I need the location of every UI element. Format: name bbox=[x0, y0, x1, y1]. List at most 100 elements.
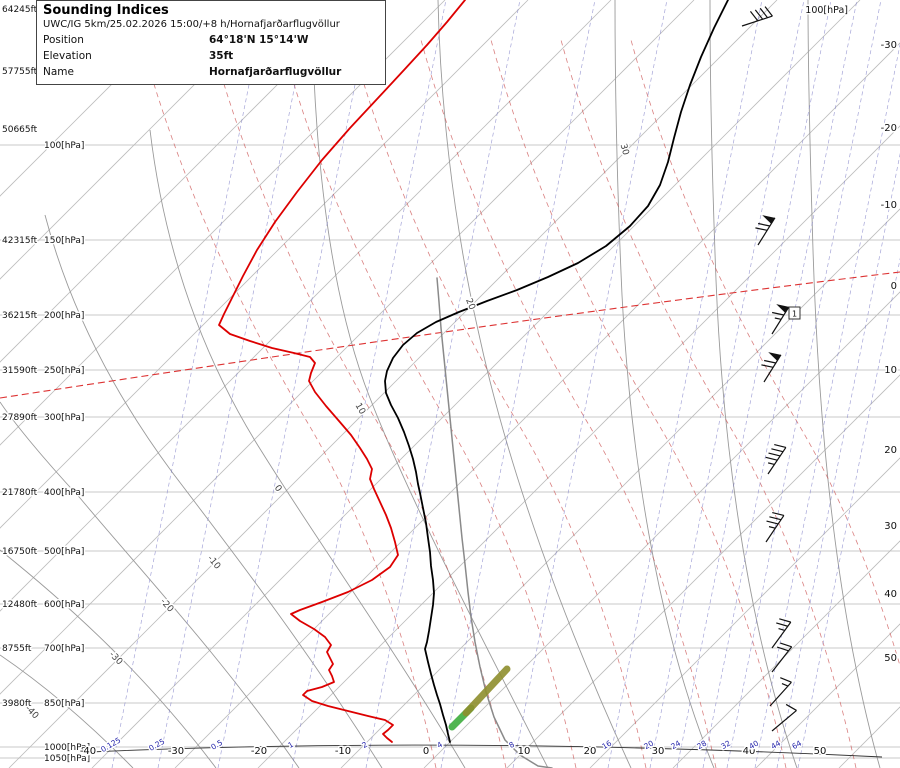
mixing-ratio-line bbox=[440, 0, 596, 768]
pressure-label: 100[hPa] bbox=[44, 141, 84, 151]
mixing-ratio-line bbox=[726, 0, 882, 768]
adiabat-label: -20 bbox=[158, 597, 175, 615]
pressure-label: 300[hPa] bbox=[44, 413, 84, 423]
barb-feather-full bbox=[771, 448, 784, 453]
barb-feather-full bbox=[780, 642, 792, 648]
barb-feather-full bbox=[779, 618, 791, 623]
wind-barb bbox=[765, 511, 785, 543]
barb-pennant bbox=[768, 352, 781, 361]
moist-adiabat-line bbox=[560, 39, 857, 768]
sounding-curves bbox=[218, 0, 729, 768]
pressure-label: 500[hPa] bbox=[44, 547, 84, 557]
isotherm-line bbox=[0, 0, 197, 197]
mixing-ratio-line bbox=[111, 0, 267, 768]
mixing-ratio-line bbox=[754, 43, 900, 768]
barb-feather-full bbox=[766, 520, 779, 525]
altitude-label: 42315ft bbox=[2, 236, 38, 246]
barb-feather-full bbox=[764, 359, 776, 364]
right-temp-label: 40 bbox=[884, 589, 897, 600]
info-row-position: Position 64°18'N 15°14'W bbox=[43, 33, 379, 49]
info-value: 64°18'N 15°14'W bbox=[209, 34, 309, 46]
surface-arc-line bbox=[89, 744, 883, 758]
mixing-ratio-line bbox=[676, 0, 832, 768]
info-label: Name bbox=[43, 65, 74, 78]
wind-barb bbox=[761, 352, 782, 383]
pressure-label: 700[hPa] bbox=[44, 644, 84, 654]
isotherm-line bbox=[91, 0, 861, 768]
bottom-temp-label: 40 bbox=[743, 746, 756, 757]
level-marker-text: 1 bbox=[792, 310, 797, 319]
level-marker-box bbox=[788, 306, 801, 320]
info-value: Hornafjarðarflugvöllur bbox=[209, 65, 342, 78]
bottom-temp-label: 30 bbox=[652, 746, 665, 757]
barb-feather-full bbox=[761, 364, 774, 368]
info-label: Position bbox=[43, 34, 84, 46]
barb-feather-half bbox=[767, 462, 775, 466]
barb-staff bbox=[771, 621, 792, 649]
dry-adiabat-line bbox=[437, 0, 632, 768]
right-temp-label: 30 bbox=[884, 521, 897, 532]
info-value: 35ft bbox=[209, 49, 234, 62]
mixing-ratio-line bbox=[702, 0, 858, 768]
altitude-label: 12480ft bbox=[2, 600, 38, 610]
right-temp-label: -10 bbox=[881, 200, 897, 211]
barb-feather-half bbox=[778, 628, 785, 631]
right-temp-label: 20 bbox=[884, 445, 897, 456]
barb-staff bbox=[765, 515, 785, 543]
info-row-elevation: Elevation 35ft bbox=[43, 49, 379, 65]
pressure-label: 150[hPa] bbox=[44, 236, 84, 246]
altitude-label: 27890ft bbox=[2, 413, 38, 423]
top-pressure-label: 100[hPa] bbox=[805, 5, 848, 16]
altitude-label: 50665ft bbox=[2, 125, 38, 135]
barb-feather-full bbox=[759, 7, 769, 19]
pressure-label: 600[hPa] bbox=[44, 600, 84, 610]
parcel-curve bbox=[436, 277, 553, 768]
axis-labels: 64245ft 57755ft 50665ft 42315ft 36215ft 31590… bbox=[1, 4, 899, 766]
dry-adiabat-lines bbox=[0, 0, 881, 768]
mixing-ratio-label: 44 bbox=[769, 738, 782, 751]
barb-feather-full bbox=[764, 6, 773, 17]
dry-adiabat-line bbox=[149, 129, 466, 768]
moist-adiabat-line bbox=[280, 39, 577, 768]
info-title: Sounding Indices bbox=[43, 3, 169, 18]
moist-adiabat-line bbox=[490, 39, 787, 768]
barb-feather-half bbox=[768, 526, 776, 529]
barb-pennant bbox=[762, 215, 775, 224]
dry-adiabat-line bbox=[0, 401, 300, 768]
barb-feather-full bbox=[780, 677, 792, 683]
mixing-ratio-label: 0.5 bbox=[209, 738, 224, 752]
mixing-ratio-label: 32 bbox=[719, 738, 732, 751]
wind-barb bbox=[741, 6, 773, 27]
altitude-label: 3980ft bbox=[2, 699, 32, 709]
wind-barb bbox=[771, 304, 790, 335]
adiabat-label: 0 bbox=[272, 484, 284, 495]
pressure-label: 200[hPa] bbox=[44, 311, 84, 321]
pressure-label: 250[hPa] bbox=[44, 366, 84, 376]
mixing-ratio-line bbox=[649, 0, 805, 768]
pressure-label: 1000[hPa] bbox=[44, 743, 90, 753]
moist-adiabat-line bbox=[420, 39, 717, 768]
mixing-ratio-line bbox=[512, 0, 668, 768]
wind-barb bbox=[771, 618, 792, 649]
dewpoint-curve bbox=[218, 0, 466, 743]
reference-red-dashed-line bbox=[0, 271, 900, 399]
barb-feather-full bbox=[755, 227, 768, 231]
temperature-curve bbox=[384, 0, 729, 743]
altitude-label: 31590ft bbox=[2, 366, 38, 376]
dry-adiabat-line bbox=[807, 0, 881, 768]
mixing-ratio-label: 4 bbox=[435, 740, 444, 750]
barb-feather-full bbox=[765, 456, 778, 461]
isotherm-line bbox=[0, 0, 280, 280]
info-label: Elevation bbox=[43, 49, 92, 62]
mixing-ratio-label: 64 bbox=[790, 738, 803, 751]
info-row-name: Name Hornafjarðarflugvöllur bbox=[43, 65, 379, 81]
mixing-ratio-line bbox=[217, 0, 373, 768]
moist-adiabat-lines bbox=[140, 39, 900, 768]
barb-staff bbox=[767, 447, 787, 475]
isotherm-line bbox=[672, 540, 900, 768]
adiabat-label: 30 bbox=[618, 143, 631, 157]
wind-barb bbox=[771, 703, 797, 732]
bottom-temp-label: 10 bbox=[518, 746, 531, 757]
